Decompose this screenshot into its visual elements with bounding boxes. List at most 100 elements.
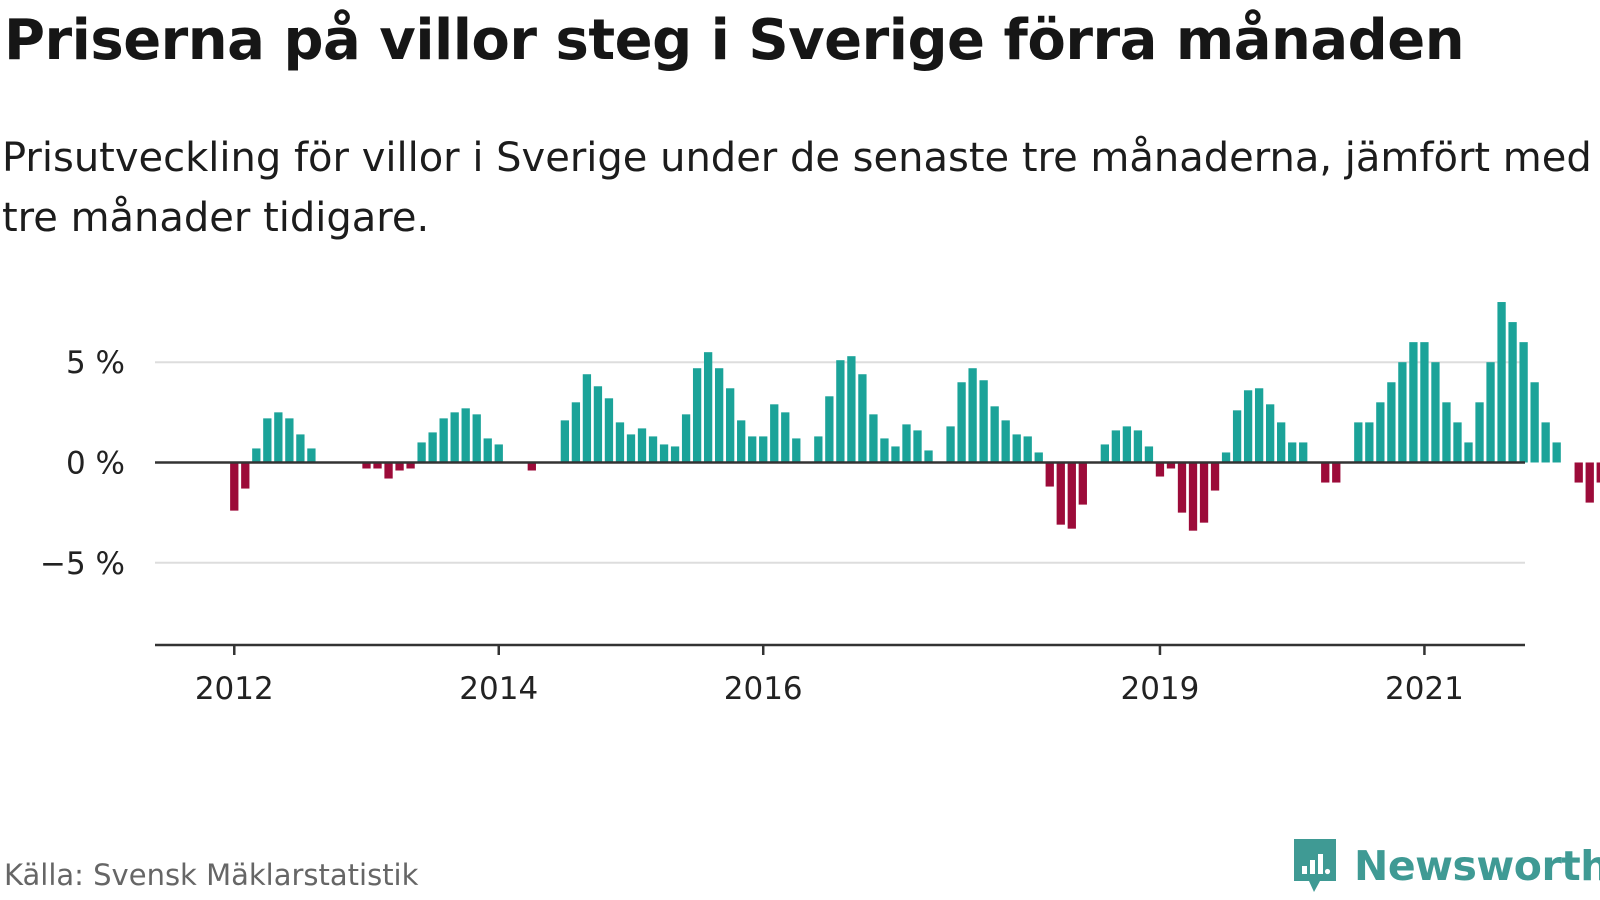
bar xyxy=(1486,362,1495,463)
bar xyxy=(836,360,845,463)
chart-title: Priserna på villor steg i Sverige förra … xyxy=(4,8,1465,73)
bar xyxy=(406,462,415,469)
bar xyxy=(395,462,404,471)
bar xyxy=(1166,462,1176,469)
bar xyxy=(582,374,592,463)
bar xyxy=(759,436,768,463)
bar xyxy=(715,368,724,463)
bar xyxy=(1398,362,1407,463)
bar xyxy=(1155,462,1165,477)
newsworthy-logo-icon xyxy=(1294,839,1336,892)
bar xyxy=(1431,362,1440,463)
y-tick-label: 5 % xyxy=(66,345,125,381)
bar xyxy=(373,462,382,469)
bar xyxy=(1133,430,1143,463)
bar xyxy=(968,368,977,463)
bar xyxy=(285,418,294,463)
bar xyxy=(1530,382,1539,463)
bar xyxy=(814,436,823,463)
bar xyxy=(1475,402,1484,463)
bar xyxy=(1001,420,1010,463)
bar xyxy=(670,446,680,463)
bar xyxy=(241,462,250,489)
bar xyxy=(692,368,702,463)
x-tick-label: 2021 xyxy=(1385,671,1464,707)
bar xyxy=(274,412,283,463)
x-tick-label: 2012 xyxy=(195,671,274,707)
bar xyxy=(527,462,536,471)
bar xyxy=(362,462,371,469)
bar xyxy=(1067,462,1076,529)
bar xyxy=(979,380,988,463)
bar xyxy=(1232,410,1242,463)
bar xyxy=(792,438,801,463)
bar xyxy=(902,424,911,463)
bar xyxy=(659,444,669,463)
bar xyxy=(681,414,691,463)
bar xyxy=(1023,436,1032,463)
bar xyxy=(263,418,272,463)
bar xyxy=(626,434,636,463)
bar xyxy=(1585,462,1594,503)
bar xyxy=(1122,426,1132,463)
bar xyxy=(483,438,492,463)
bar xyxy=(748,436,757,463)
bar xyxy=(384,462,393,479)
bar xyxy=(703,352,713,463)
bar xyxy=(913,430,922,463)
bar xyxy=(1254,388,1264,463)
bar xyxy=(858,374,867,463)
x-tick-label: 2016 xyxy=(724,671,803,707)
bar xyxy=(737,420,746,463)
bar xyxy=(296,434,305,463)
bar xyxy=(1144,446,1154,463)
bar xyxy=(1012,434,1021,463)
bar xyxy=(637,428,647,463)
bar xyxy=(1596,462,1600,483)
bar xyxy=(957,382,966,463)
bar xyxy=(1299,442,1308,463)
bar xyxy=(1210,462,1220,491)
bar xyxy=(880,438,889,463)
bar xyxy=(1332,462,1341,483)
bar xyxy=(1100,444,1109,463)
bar xyxy=(307,448,316,463)
bar xyxy=(1464,442,1473,463)
bar xyxy=(1243,390,1253,463)
bar-chart: 5 %0 %−5 %2012201420162019202120231 % xyxy=(40,302,1600,707)
bar xyxy=(946,426,955,463)
bar xyxy=(472,414,481,463)
bar xyxy=(891,446,900,463)
bar xyxy=(1288,442,1297,463)
bar xyxy=(1277,422,1286,463)
x-tick-label: 2014 xyxy=(459,671,538,707)
brand-logo[interactable]: Newsworthy xyxy=(1290,836,1600,896)
bar xyxy=(1387,382,1396,463)
bar xyxy=(1420,342,1429,463)
bar xyxy=(1111,430,1121,463)
bar xyxy=(869,414,878,463)
bar xyxy=(1508,322,1517,463)
chart-subtitle: Prisutveckling för villor i Sverige unde… xyxy=(2,135,1592,241)
bar xyxy=(593,386,603,463)
bar xyxy=(1365,422,1374,463)
bar xyxy=(726,388,735,463)
bar xyxy=(494,444,503,463)
brand-name: Newsworthy xyxy=(1354,842,1600,890)
bar xyxy=(1552,442,1561,463)
bar xyxy=(1453,422,1462,463)
bar xyxy=(1056,462,1065,525)
bar xyxy=(781,412,790,463)
bar xyxy=(560,420,570,463)
bar xyxy=(1078,462,1087,505)
bar xyxy=(1199,462,1209,523)
bar xyxy=(825,396,834,463)
y-tick-label: −5 % xyxy=(40,546,125,582)
bar xyxy=(1177,462,1187,513)
bar xyxy=(1266,404,1275,463)
bar xyxy=(1574,462,1583,483)
bar xyxy=(461,408,470,463)
bar xyxy=(615,422,625,463)
bar xyxy=(230,462,239,511)
bar xyxy=(1221,452,1231,463)
